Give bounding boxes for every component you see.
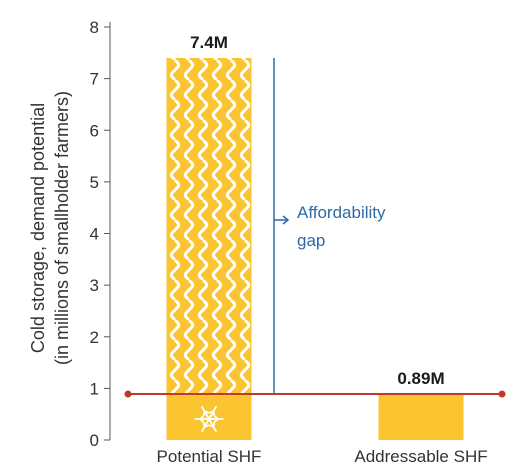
snowflake-icon (194, 406, 224, 433)
y-tick-label: 7 (90, 70, 99, 89)
category-label: Potential SHF (157, 447, 262, 466)
reference-line-end-dot (498, 390, 506, 398)
y-tick-label: 4 (90, 225, 99, 244)
bar-potential-shf (166, 394, 252, 440)
y-tick-label: 6 (90, 121, 99, 140)
y-tick-label: 5 (90, 173, 99, 192)
y-axis-label-line-2: (in millions of smallholder farmers) (52, 91, 72, 365)
y-tick-label: 1 (90, 379, 99, 398)
y-tick-label: 8 (90, 18, 99, 37)
category-labels: Potential SHF Addressable SHF (157, 447, 488, 466)
gap-annotation-text: Affordability (297, 203, 386, 222)
reference-line-start-dot (124, 390, 132, 398)
bar-addressable-shf (378, 394, 464, 440)
y-tick-label: 3 (90, 276, 99, 295)
gap-arrow-head-icon (282, 215, 290, 225)
y-tick-label: 2 (90, 328, 99, 347)
gap-annotation-text: gap (297, 231, 325, 250)
data-label: 0.89M (397, 369, 444, 388)
y-tick-label: 0 (90, 431, 99, 450)
y-axis-label-line-1: Cold storage, demand potential (28, 103, 48, 353)
category-label: Addressable SHF (354, 447, 487, 466)
y-axis: 0 1 2 3 4 5 6 7 8 (90, 18, 111, 450)
bars: 7.4M 0.89M (166, 33, 464, 440)
overlays: Affordability gap (124, 57, 506, 398)
data-label: 7.4M (190, 33, 228, 52)
bar-potential-shf-pattern (166, 57, 252, 395)
